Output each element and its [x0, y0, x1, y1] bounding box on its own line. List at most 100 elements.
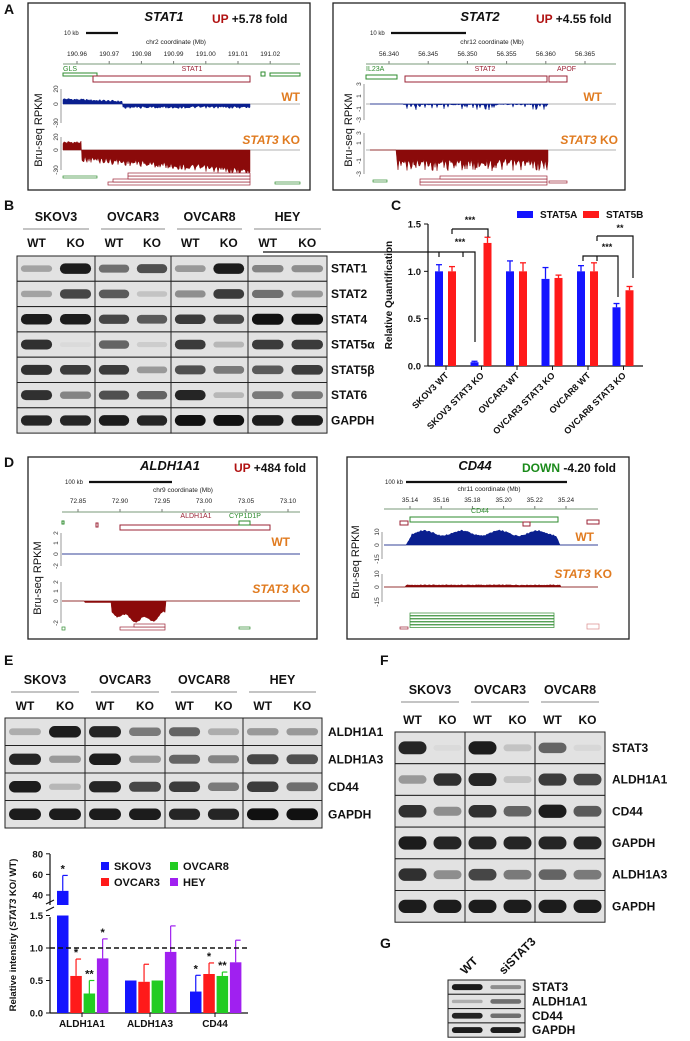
protein-band: [174, 314, 206, 325]
gene-model: [260, 71, 266, 77]
legend-swatch: [517, 211, 533, 218]
protein-band: [286, 754, 319, 765]
fold-value: +4.55 fold: [552, 12, 611, 26]
transcript-model: [409, 612, 555, 616]
lane-label: KO: [56, 699, 74, 713]
scale-bar-label: 100 kb: [65, 480, 84, 486]
wt-y-tick-label: 1: [53, 541, 60, 545]
gene-model: [269, 72, 301, 77]
protein-band: [174, 365, 206, 375]
lane-label: KO: [509, 713, 527, 727]
wt-label: WT: [583, 90, 602, 104]
transcript-model: [372, 179, 388, 183]
axis-break-mark: [45, 899, 55, 912]
gene-title: STAT2: [460, 9, 500, 24]
blot-row-label: STAT3: [532, 980, 569, 994]
protein-band: [98, 365, 130, 375]
gene-annotation-label: CD44: [471, 508, 489, 515]
panel-label-c: C: [391, 197, 401, 213]
ko-suffix: KO: [597, 133, 618, 147]
legend-label: HEY: [183, 877, 206, 889]
protein-band: [89, 753, 121, 765]
lane-label: KO: [215, 699, 233, 713]
protein-band: [98, 390, 130, 400]
protein-band: [451, 1012, 483, 1019]
protein-band: [20, 313, 53, 325]
panel-label-a: A: [4, 1, 14, 17]
coordinate-tick-label: 72.95: [154, 498, 171, 505]
coordinate-axis-label: chr2 coordinate (Mb): [146, 39, 206, 46]
bar-stat5b: [590, 271, 598, 366]
protein-band: [573, 773, 602, 786]
protein-band: [168, 727, 201, 737]
protein-band: [468, 899, 497, 913]
stat1-track: STAT1 UP +5.78 fold 10 kb chr2 coordinate (…: [27, 2, 311, 191]
protein-band: [207, 782, 240, 791]
track-panel-frame: [346, 456, 630, 640]
gene-model: [61, 520, 65, 525]
protein-band: [98, 314, 130, 324]
protein-band: [136, 341, 168, 348]
ko-signal-area: [384, 584, 598, 588]
lane-label: KO: [143, 236, 161, 250]
coordinate-axis-label: chr12 coordinate (Mb): [460, 39, 524, 46]
bar-stat5a: [612, 307, 621, 366]
coordinate-tick-label: 35.16: [433, 497, 450, 504]
protein-band: [490, 985, 522, 990]
y-axis-label: Bru-seq RPKM: [350, 525, 362, 598]
protein-band: [251, 365, 284, 375]
wt-y-tick-label: -3: [356, 117, 363, 123]
y-axis-label: Bru-seq RPKM: [33, 93, 45, 166]
protein-band: [503, 836, 532, 850]
coordinate-tick-label: 56.365: [575, 51, 595, 58]
chart-e: 0.0 0.5 1.0 1.5 40 60 80 Relative intensity (ST…: [8, 849, 248, 1030]
gene-model: [95, 522, 99, 528]
lane-label: WT: [473, 713, 492, 727]
wt-label: WT: [271, 535, 290, 549]
transcript-model: [419, 178, 548, 183]
lane-label: KO: [67, 236, 85, 250]
blot-row-label: GAPDH: [612, 836, 655, 850]
legend-swatch: [583, 211, 599, 218]
gene-model: [522, 521, 531, 527]
blot-cell: [242, 717, 323, 746]
ko-y-tick-label: -3: [356, 171, 363, 177]
significance-stars: *: [61, 863, 66, 875]
coordinate-tick-label: 56.360: [536, 51, 556, 58]
protein-band: [433, 744, 462, 751]
fold-value: +484 fold: [250, 461, 306, 475]
protein-band: [207, 755, 240, 764]
cell-line-label: OVCAR3: [107, 210, 159, 224]
coordinate-tick-label: 190.99: [164, 51, 184, 58]
protein-band: [291, 365, 324, 375]
cell-line-label: HEY: [270, 673, 296, 687]
cell-line-label: OVCAR8: [183, 210, 235, 224]
direction-label: DOWN: [522, 461, 560, 475]
bar-stat5b: [448, 271, 456, 366]
legend-label: OVCAR8: [183, 861, 229, 873]
coordinate-tick-label: 191.01: [228, 51, 248, 58]
protein-band: [490, 1013, 522, 1019]
lane-label: WT: [543, 713, 562, 727]
ko-y-tick-label: 0: [374, 585, 381, 589]
aldh1a1-track: ALDH1A1 UP +484 fold 100 kb chr9 coordinate…: [27, 456, 318, 640]
ko-y-tick-label: 20: [53, 133, 60, 141]
protein-band: [98, 264, 130, 273]
wt-label: WT: [575, 530, 594, 544]
lane-label: WT: [27, 236, 46, 250]
stat2-track: STAT2 UP +4.55 fold 10 kb chr12 coordinate …: [332, 2, 626, 191]
protein-band: [213, 365, 245, 374]
protein-band: [468, 741, 497, 755]
gene-annotation-label: APOF: [557, 66, 576, 73]
fold-value: +5.78 fold: [228, 12, 287, 26]
bar-ovcar3: [70, 975, 82, 1013]
coordinate-tick-label: 190.96: [67, 51, 87, 58]
cell-line-label: SKOV3: [24, 673, 66, 687]
wt-y-tick-label: 3: [356, 82, 363, 86]
cd44-track: CD44 DOWN -4.20 fold 100 kb chr11 coordinat…: [346, 456, 630, 640]
protein-band: [174, 390, 206, 401]
ko-suffix: KO: [279, 133, 300, 147]
x-tick-label: OVCAR8 STAT3 KO: [562, 370, 628, 436]
blot-cell: [247, 255, 328, 282]
protein-band: [468, 836, 497, 850]
